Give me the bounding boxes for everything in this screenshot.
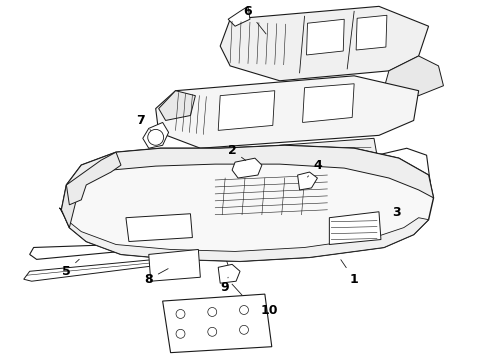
Polygon shape	[302, 84, 354, 122]
Text: 1: 1	[341, 260, 359, 286]
Polygon shape	[61, 180, 79, 228]
Polygon shape	[159, 91, 196, 121]
Polygon shape	[30, 244, 121, 260]
Polygon shape	[59, 208, 429, 261]
Text: 3: 3	[392, 206, 401, 219]
Polygon shape	[329, 212, 381, 244]
Text: 10: 10	[261, 305, 278, 318]
Polygon shape	[143, 122, 169, 148]
Polygon shape	[307, 19, 344, 55]
Text: 7: 7	[136, 114, 151, 130]
Polygon shape	[156, 76, 418, 148]
Text: 5: 5	[62, 259, 79, 278]
Text: 4: 4	[308, 159, 322, 177]
Polygon shape	[232, 158, 262, 178]
Text: 2: 2	[228, 144, 246, 161]
Polygon shape	[149, 249, 200, 281]
Text: 9: 9	[221, 277, 229, 294]
Polygon shape	[297, 172, 318, 190]
Polygon shape	[220, 6, 429, 81]
Polygon shape	[367, 148, 431, 218]
Polygon shape	[126, 214, 193, 242]
Polygon shape	[384, 56, 443, 96]
Polygon shape	[356, 15, 387, 50]
Polygon shape	[61, 145, 434, 261]
Polygon shape	[218, 91, 275, 130]
Polygon shape	[66, 152, 121, 205]
Polygon shape	[66, 145, 434, 198]
Text: 8: 8	[145, 269, 168, 286]
Polygon shape	[218, 264, 240, 283]
Text: 6: 6	[244, 5, 266, 34]
Polygon shape	[228, 6, 250, 26]
Polygon shape	[163, 294, 272, 353]
Polygon shape	[248, 138, 377, 222]
Polygon shape	[24, 260, 158, 281]
